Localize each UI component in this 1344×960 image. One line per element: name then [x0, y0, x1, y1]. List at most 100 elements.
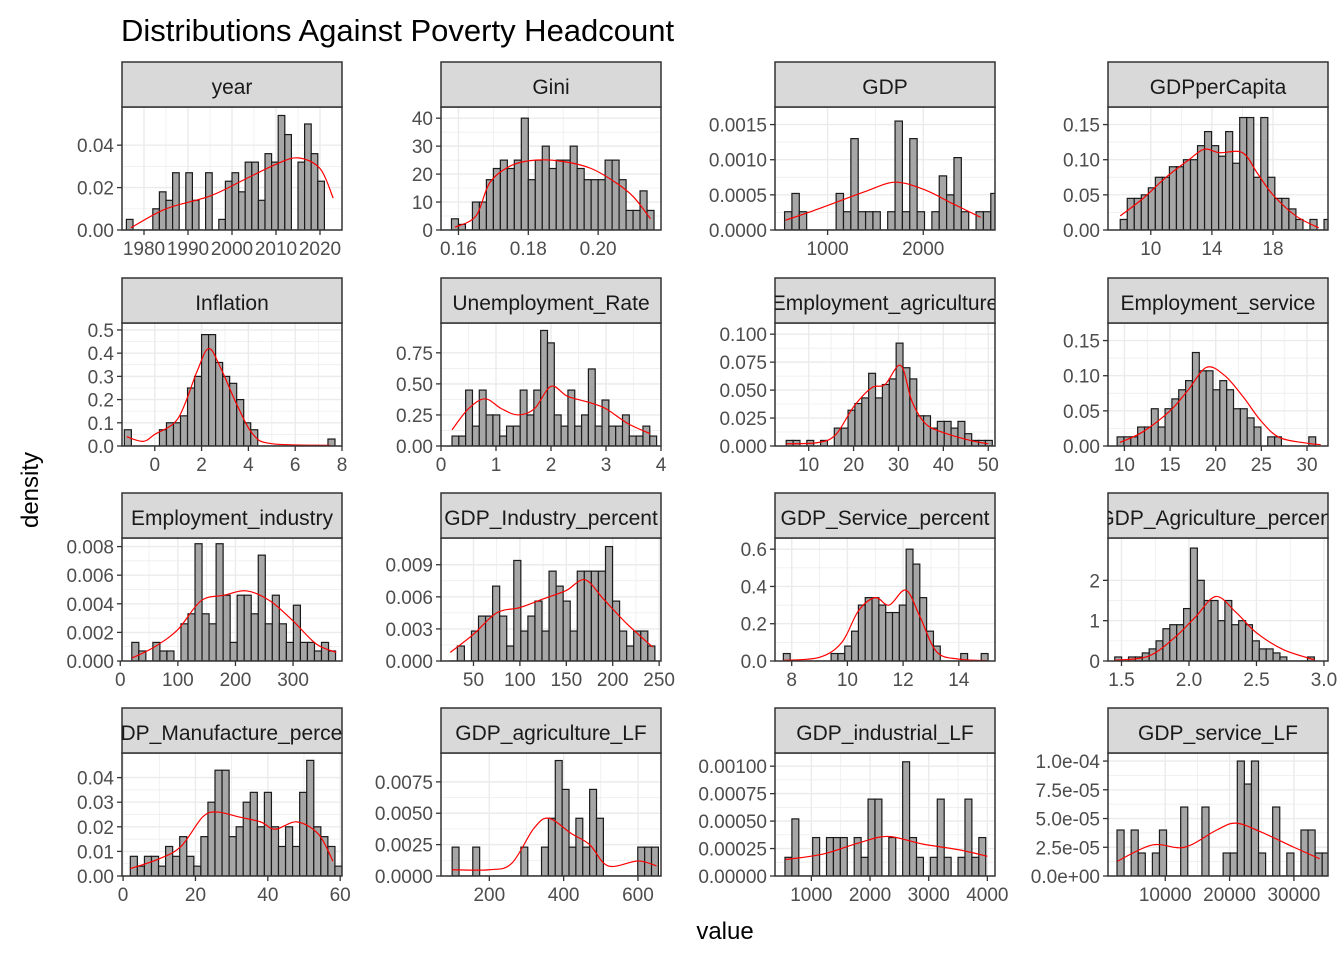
x-tick-label: 8 — [786, 670, 797, 691]
histogram-bar — [1182, 607, 1192, 661]
facet-label: GDP_Service_percent — [781, 507, 990, 530]
histogram-bar — [299, 641, 309, 661]
histogram-bar — [1189, 159, 1199, 230]
facet-panel-Inflation: Inflation 0 2 4 6 8 0.00.10.2 0.30.40.5 — [88, 277, 347, 476]
histogram-bar — [1161, 176, 1171, 230]
histogram-bar — [888, 836, 897, 876]
y-tick-label: 2.5e-05 — [1036, 838, 1100, 859]
x-tick-label: 20 — [1205, 455, 1226, 476]
y-tick-label: 20 — [412, 165, 433, 186]
facet-strip — [121, 61, 343, 108]
histogram-bar — [881, 383, 890, 446]
histogram-bar — [548, 570, 557, 661]
histogram-bar — [249, 791, 258, 876]
x-tick-label: 0.16 — [440, 239, 477, 260]
facet-panel-GDP: GDP 1000 2000 0.0000 0.0005 0.0010 0.0015 — [709, 61, 996, 260]
histogram-bar — [231, 172, 240, 230]
facet-label: GDP_Agriculture_percent — [1098, 507, 1337, 530]
histogram-bar — [451, 435, 460, 446]
histogram-bar — [1205, 370, 1214, 446]
x-tick-label: 2 — [196, 455, 207, 476]
y-tick-label: 0.4 — [741, 577, 768, 598]
y-tick-label: 10 — [412, 193, 433, 214]
histogram-bar — [1217, 620, 1226, 661]
histogram-bar — [1229, 852, 1238, 876]
histogram-bar — [850, 138, 859, 230]
y-tick-label: 0.00 — [77, 221, 114, 242]
density-curve — [786, 364, 989, 445]
histogram-bar — [191, 199, 200, 230]
x-tick-label: 0 — [118, 885, 129, 906]
histogram-bar — [506, 645, 515, 661]
y-tick-label: 0.75 — [396, 344, 433, 365]
y-tick-label: 0.5 — [88, 321, 114, 342]
histogram-bar — [1260, 116, 1269, 230]
histogram-bar — [642, 425, 651, 446]
histogram-bar — [534, 159, 543, 230]
histogram-bar — [601, 399, 610, 446]
y-tick-label: 0.0 — [88, 437, 114, 458]
facet-label: Employment_service — [1121, 292, 1316, 315]
histogram-bar — [635, 435, 644, 446]
density-curve — [451, 385, 651, 435]
density-curve — [126, 347, 331, 446]
histogram-bar — [313, 650, 323, 661]
x-tick-label: 15 — [1160, 455, 1181, 476]
histogram-bar — [215, 543, 224, 661]
histogram-bar — [218, 218, 227, 230]
facet-strip — [1107, 61, 1329, 108]
y-tick-label: 0.00000 — [698, 867, 767, 888]
density-curve — [1114, 595, 1315, 661]
histogram-bar — [957, 420, 966, 446]
x-tick-label: 1.5 — [1108, 670, 1134, 691]
histogram-bar — [1116, 829, 1125, 876]
histogram-bars — [1116, 760, 1328, 876]
histogram-bar — [313, 826, 322, 876]
histogram-bar — [649, 435, 658, 446]
histogram-bar — [548, 167, 557, 230]
histogram-bar — [562, 159, 571, 230]
histogram-bar — [864, 597, 873, 661]
histogram-bar — [1218, 155, 1227, 230]
x-tick-label: 200 — [473, 885, 505, 906]
histogram-bar — [640, 630, 649, 661]
histogram-bar — [1250, 760, 1260, 876]
histogram-bar — [165, 199, 174, 230]
histogram-bar — [1210, 145, 1220, 230]
histogram-bar — [1119, 218, 1128, 230]
histogram-bar — [916, 211, 926, 230]
x-axis-title: value — [696, 918, 753, 945]
x-tick-label: 2.0 — [1176, 670, 1202, 691]
x-tick-label: 400 — [548, 885, 580, 906]
histogram-bar — [485, 414, 494, 446]
histogram-bar — [172, 172, 180, 230]
x-tick-label: 100 — [504, 670, 536, 691]
facet-strip — [774, 707, 996, 754]
histogram-bar — [451, 846, 460, 876]
y-tick-label: 0.003 — [385, 620, 433, 641]
histogram-bar — [915, 856, 925, 876]
histogram-bar — [943, 856, 952, 876]
histogram-bar — [604, 159, 613, 230]
x-tick-label: 3.0 — [1311, 670, 1337, 691]
histogram-bar — [278, 623, 287, 661]
x-tick-label: 30 — [888, 455, 909, 476]
density-curve — [449, 579, 654, 653]
histogram-bar — [923, 415, 932, 446]
histogram-bar — [604, 545, 614, 661]
histogram-bars — [1114, 547, 1315, 661]
histogram-bar — [229, 641, 238, 661]
histogram-bar — [1231, 624, 1240, 661]
histogram-bar — [618, 179, 627, 230]
histogram-bar — [1253, 426, 1262, 446]
y-tick-label: 2 — [1089, 571, 1100, 592]
x-tick-label: 40 — [933, 455, 954, 476]
histogram-bar — [568, 846, 577, 876]
histogram-bar — [264, 153, 273, 230]
x-tick-label: 12 — [893, 670, 914, 691]
histogram-bar — [264, 623, 273, 661]
x-tick-label: 4 — [243, 455, 254, 476]
histogram-bar — [306, 641, 316, 661]
facet-strip — [1107, 492, 1329, 539]
